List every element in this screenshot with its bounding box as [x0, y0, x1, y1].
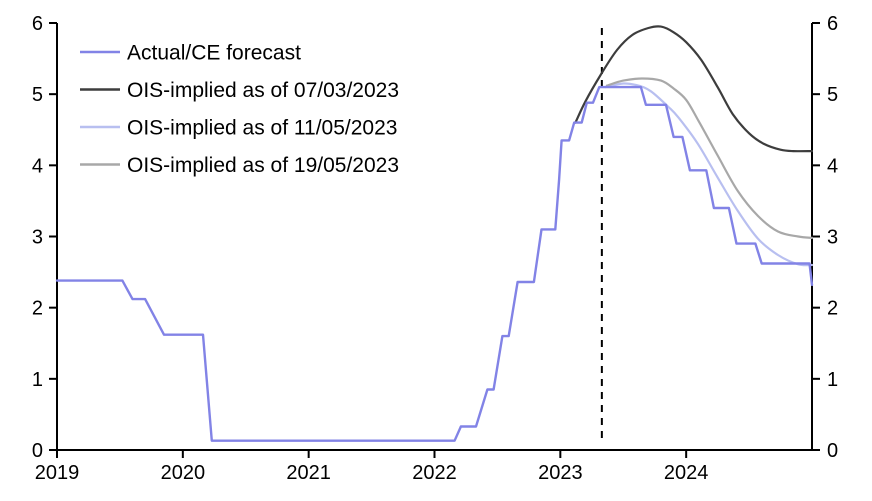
x-axis-tick-label: 2021	[286, 462, 331, 484]
legend: Actual/CE forecast OIS-implied as of 07/0…	[80, 41, 399, 177]
y-axis-tick-label-left: 4	[32, 155, 43, 177]
y-axis-tick-label-left: 0	[32, 440, 43, 462]
legend-label: OIS-implied as of 07/03/2023	[127, 79, 399, 102]
y-axis-tick-label-right: 3	[827, 227, 838, 249]
y-axis-tick-label-right: 5	[827, 84, 838, 106]
y-axis-tick-label-left: 1	[32, 369, 43, 391]
series-line-ois-implied-as-of-19-05-2023	[605, 77, 814, 239]
y-axis-tick-label-right: 6	[827, 13, 838, 35]
legend-label: OIS-implied as of 11/05/2023	[127, 116, 397, 139]
y-axis-tick-label-right: 1	[827, 369, 838, 391]
x-axis-tick-label: 2024	[664, 462, 709, 484]
y-axis-tick-label-right: 0	[827, 440, 838, 462]
legend-label: OIS-implied as of 19/05/2023	[127, 154, 399, 177]
series-line-ois-implied-as-of-07-03-2023	[574, 25, 814, 153]
x-axis-tick-label: 2023	[538, 462, 583, 484]
series-line-actual-ce-forecast	[55, 85, 814, 442]
y-axis-tick-label-left: 2	[32, 298, 43, 320]
y-axis-tick-label-left: 3	[32, 227, 43, 249]
y-axis-tick-label-left: 5	[32, 84, 43, 106]
series-line-ois-implied-as-of-11-05-2023	[604, 82, 814, 267]
y-axis-tick-label-right: 2	[827, 298, 838, 320]
x-axis-tick-label: 2022	[412, 462, 457, 484]
legend-label: Actual/CE forecast	[127, 41, 301, 64]
x-axis-tick-label: 2020	[161, 462, 206, 484]
x-axis-tick-label: 2019	[35, 462, 80, 484]
y-axis-tick-label-left: 6	[32, 13, 43, 35]
y-axis-tick-label-right: 4	[827, 155, 838, 177]
